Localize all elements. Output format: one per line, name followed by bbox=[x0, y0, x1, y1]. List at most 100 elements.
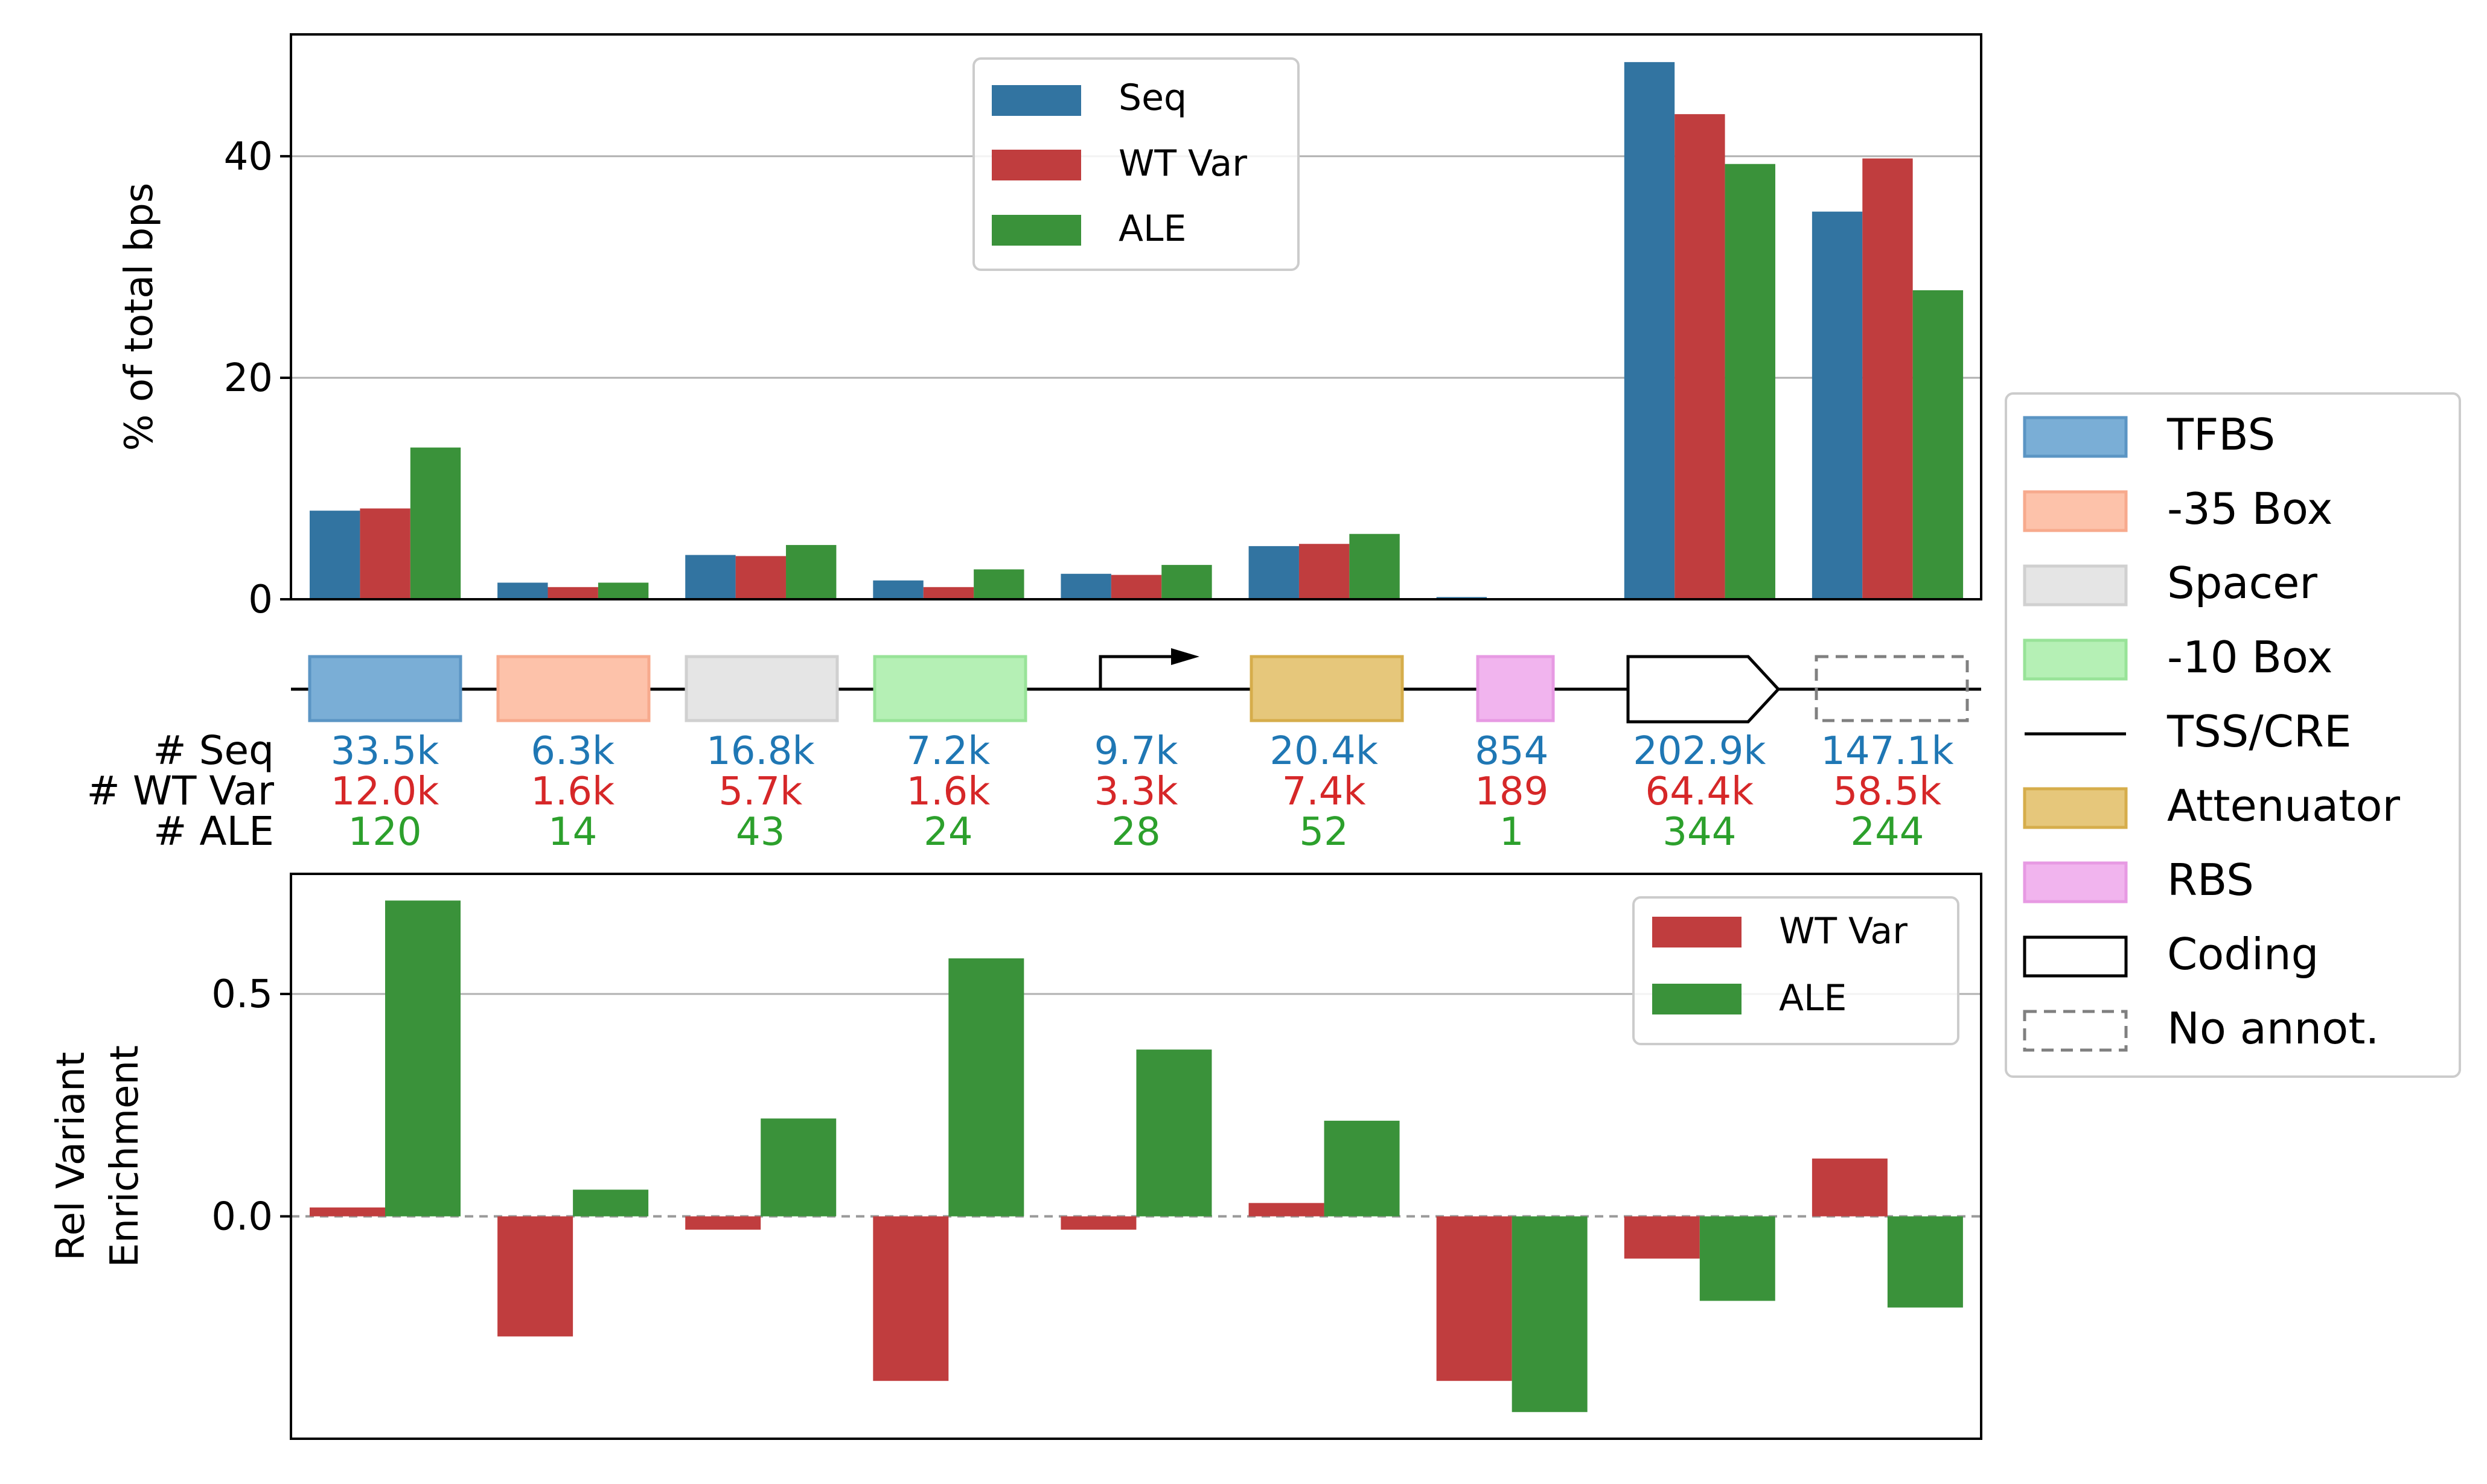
count-seq-rbs: 854 bbox=[1475, 729, 1548, 774]
top-y-tick-label: 20 bbox=[224, 356, 273, 401]
top-y-tick-label: 40 bbox=[224, 135, 273, 179]
bottom-bar-ale-35-box bbox=[573, 1189, 649, 1217]
legend-swatch-spacer bbox=[2023, 564, 2128, 607]
count-ale-rbs: 1 bbox=[1499, 810, 1524, 855]
count-wt-var-rbs: 189 bbox=[1475, 769, 1548, 814]
count-ale-tfbs: 120 bbox=[348, 810, 421, 855]
spacer-box bbox=[685, 655, 839, 722]
top-bar-wt-var-no-annot bbox=[1862, 158, 1913, 599]
bottom-bar-wt-var-no-annot bbox=[1812, 1158, 1888, 1217]
count-ale-10-box: 24 bbox=[924, 810, 972, 855]
count-wt-var-35-box: 1.6k bbox=[531, 769, 615, 814]
count-wt-var-no-annot: 58.5k bbox=[1833, 769, 1942, 814]
legend-label-ale: ALE bbox=[1119, 208, 1186, 250]
top-bar-wt-var-attenuator bbox=[1298, 544, 1350, 599]
bottom-bars bbox=[310, 900, 1963, 1412]
legend-swatch-tfbs bbox=[2023, 416, 2128, 458]
legend-label-coding: Coding bbox=[2167, 929, 2319, 979]
count-wt-var-tfbs: 12.0k bbox=[331, 769, 439, 814]
legend-swatch-no-annot bbox=[2023, 1010, 2128, 1052]
top-bar-seq-tss-cre bbox=[1061, 573, 1111, 599]
row-label-ale: # ALE bbox=[153, 808, 274, 855]
legend-label-tfbs: TFBS bbox=[2166, 409, 2275, 460]
count-wt-var-attenuator: 7.4k bbox=[1282, 769, 1366, 814]
bottom-bar-wt-var-tfbs bbox=[310, 1207, 385, 1217]
attenuator-box bbox=[1250, 655, 1404, 722]
legend-label-seq: Seq bbox=[1119, 77, 1187, 119]
bottom-bar-ale-tss-cre bbox=[1136, 1049, 1212, 1217]
top-bar-ale-tfbs bbox=[410, 447, 461, 599]
top-bar-ale-attenuator bbox=[1349, 533, 1400, 599]
top-bar-seq-35-box bbox=[497, 582, 548, 599]
bottom-y-axis-label-line1: Rel Variant bbox=[49, 1052, 94, 1261]
bottom-bar-wt-var-attenuator bbox=[1248, 1203, 1324, 1217]
legend-swatch-ale-bottom bbox=[1652, 984, 1742, 1014]
bottom-axes-frame bbox=[290, 873, 1982, 1440]
bottom-bar-wt-var-rbs bbox=[1436, 1216, 1512, 1381]
count-seq-spacer: 16.8k bbox=[706, 729, 815, 774]
legend-label-spacer: Spacer bbox=[2167, 558, 2317, 608]
count-ale-attenuator: 52 bbox=[1299, 810, 1348, 855]
count-cells: 33.5k 6.3k 16.8k 7.2k 9.7k 20.4k 854 202.9k 147.… bbox=[331, 729, 1954, 855]
bottom-y-axis-label-line2: Enrichment bbox=[103, 1045, 147, 1267]
box35-box bbox=[496, 655, 651, 722]
bottom-panel: 0.0 0.5 Rel Variant Enrichment WT Var ALE bbox=[49, 873, 1982, 1440]
legend-swatch-seq bbox=[992, 85, 1081, 116]
top-bar-wt-var-coding bbox=[1674, 114, 1725, 599]
region-legend: TFBS -35 Box Spacer -10 Box TSS/CRE Atte… bbox=[2005, 392, 2461, 1078]
legend-label-rbs: RBS bbox=[2167, 855, 2254, 905]
legend-swatch-box35 bbox=[2023, 490, 2128, 532]
row-label-wt-var: # WT Var bbox=[87, 768, 275, 814]
bottom-bar-ale-tfbs bbox=[385, 900, 461, 1217]
bottom-bar-ale-coding bbox=[1699, 1216, 1775, 1301]
bottom-bar-ale-no-annot bbox=[1887, 1216, 1963, 1308]
top-bar-wt-var-10-box bbox=[923, 587, 974, 599]
count-seq-10-box: 7.2k bbox=[906, 729, 990, 774]
bottom-bar-ale-10-box bbox=[948, 958, 1024, 1217]
bottom-y-tick-label: 0.5 bbox=[211, 972, 273, 1017]
coding-gene-arrow bbox=[1626, 655, 1781, 724]
bottom-bar-ale-spacer bbox=[761, 1118, 837, 1217]
legend-label-box35: -35 Box bbox=[2167, 483, 2332, 534]
bottom-y-tick-label: 0.0 bbox=[211, 1194, 273, 1239]
legend-swatch-box10 bbox=[2023, 639, 2128, 681]
count-wt-var-spacer: 5.7k bbox=[718, 769, 802, 814]
top-bar-wt-var-spacer bbox=[735, 556, 787, 599]
legend-swatch-coding bbox=[2023, 935, 2128, 978]
top-bar-ale-35-box bbox=[598, 582, 649, 599]
legend-swatch-ale bbox=[992, 215, 1081, 246]
count-seq-no-annot: 147.1k bbox=[1821, 729, 1953, 774]
bottom-bar-wt-var-coding bbox=[1624, 1216, 1700, 1259]
top-bar-wt-var-tss-cre bbox=[1111, 575, 1162, 599]
legend-label-no-annot: No annot. bbox=[2167, 1003, 2379, 1054]
top-bar-seq-no-annot bbox=[1812, 211, 1863, 599]
top-y-ticks: 0 20 40 bbox=[224, 135, 291, 622]
bottom-bar-wt-var-35-box bbox=[497, 1216, 573, 1337]
legend-label-tss-cre: TSS/CRE bbox=[2166, 706, 2351, 757]
top-legend: Seq WT Var ALE bbox=[972, 57, 1300, 271]
legend-swatch-wt-var bbox=[992, 150, 1081, 180]
top-bar-seq-spacer bbox=[685, 555, 736, 599]
top-bar-wt-var-35-box bbox=[548, 587, 598, 599]
legend-label-attenuator: Attenuator bbox=[2167, 780, 2400, 831]
count-ale-35-box: 14 bbox=[548, 810, 597, 855]
legend-label-box10: -10 Box bbox=[2167, 632, 2332, 683]
rbs-box bbox=[1476, 655, 1555, 722]
legend-label-ale-bottom: ALE bbox=[1779, 977, 1847, 1019]
top-bar-seq-tfbs bbox=[310, 511, 360, 599]
counts-table: # Seq # WT Var # ALE 33.5k 6.3k 16.8k 7.2k 9… bbox=[87, 727, 1954, 855]
count-seq-attenuator: 20.4k bbox=[1269, 729, 1378, 774]
count-seq-tss-cre: 9.7k bbox=[1094, 729, 1178, 774]
top-bar-ale-10-box bbox=[974, 569, 1024, 599]
bottom-legend: WT Var ALE bbox=[1632, 896, 1959, 1045]
top-bar-seq-attenuator bbox=[1248, 546, 1299, 599]
bottom-bar-wt-var-tss-cre bbox=[1061, 1216, 1137, 1230]
bottom-bar-wt-var-10-box bbox=[873, 1216, 949, 1381]
legend-swatch-rbs bbox=[2023, 861, 2128, 903]
legend-label-wt-var-bottom: WT Var bbox=[1779, 910, 1908, 952]
top-axes-frame bbox=[290, 33, 1982, 600]
count-ale-coding: 344 bbox=[1662, 810, 1736, 855]
bottom-bar-wt-var-spacer bbox=[685, 1216, 761, 1230]
top-bar-seq-10-box bbox=[873, 580, 924, 599]
